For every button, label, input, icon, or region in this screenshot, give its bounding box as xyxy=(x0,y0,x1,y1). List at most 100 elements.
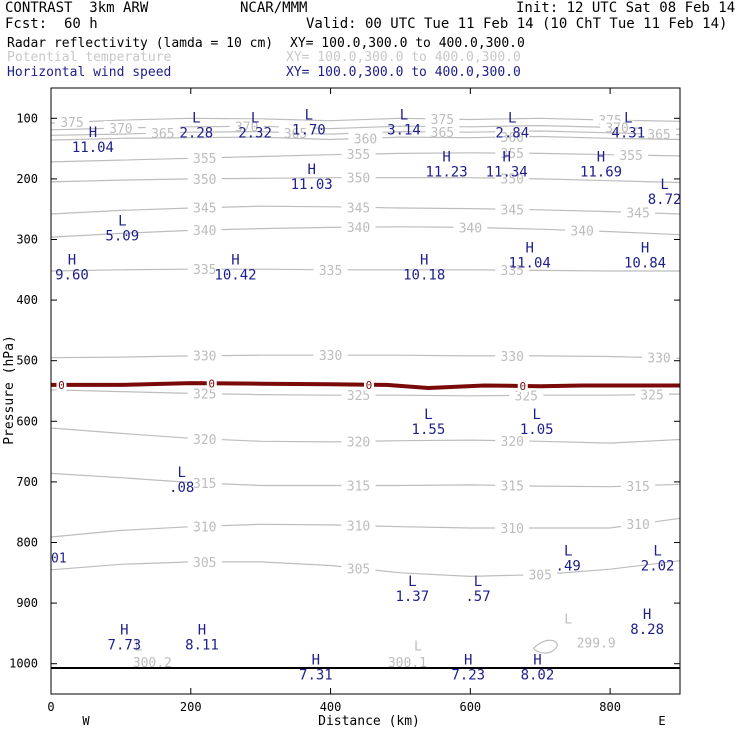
init-time: Init: 12 UTC Sat 08 Feb 14 xyxy=(516,0,736,16)
theta-label-bg xyxy=(495,263,530,278)
wind-extremum-value: 2.28 xyxy=(180,125,214,141)
wind-extremum-marker: L xyxy=(400,107,408,123)
theta-label-bg xyxy=(642,350,677,365)
theta-contour-label: 310 xyxy=(501,522,524,537)
x-tick-label: 200 xyxy=(180,700,202,714)
y-tick-label: 400 xyxy=(16,293,38,307)
y-tick-label: 800 xyxy=(16,536,38,550)
legend-theta-xy: XY= 100.0,300.0 to 400.0,300.0 xyxy=(286,50,521,65)
wind-extremum-value: .08 xyxy=(169,480,194,496)
wind-extremum-marker: L xyxy=(653,544,661,560)
theta-label-bg xyxy=(341,518,376,533)
reflectivity-contour-label: 0 xyxy=(366,379,373,392)
theta-contour-label: 345 xyxy=(193,202,216,217)
wind-extremum-marker: H xyxy=(641,241,649,257)
theta-label-bg xyxy=(565,223,600,238)
theta-low-marker: L xyxy=(414,640,422,655)
y-tick-label: 900 xyxy=(16,596,38,610)
theta-label-bg xyxy=(523,567,558,582)
theta-label-bg xyxy=(495,348,530,363)
theta-contour-label: 01 xyxy=(51,552,67,567)
theta-label-bg xyxy=(187,348,222,363)
wind-extremum-value: 10.84 xyxy=(624,256,666,272)
theta-label-bg xyxy=(187,200,222,215)
wind-extremum-marker: L xyxy=(177,465,185,481)
wind-extremum-value: 11.04 xyxy=(509,256,551,272)
reflectivity-contour-line xyxy=(51,381,680,391)
theta-label-bg xyxy=(495,433,530,448)
wind-extremum-value: 5.09 xyxy=(105,228,139,244)
theta-contour-label: 330 xyxy=(319,349,342,364)
wind-extremum-value: 10.18 xyxy=(403,268,445,284)
wind-extremum-marker: L xyxy=(564,544,572,560)
theta-contour-label: 325 xyxy=(193,388,216,403)
theta-contour-label: 330 xyxy=(193,350,216,365)
theta-closed-contour xyxy=(532,639,558,654)
theta-label-bg xyxy=(495,171,530,186)
wind-extremum-marker: L xyxy=(118,213,126,229)
forecast-label: Fcst: xyxy=(5,16,48,32)
theta-contour-label: 365 xyxy=(431,126,454,141)
wind-extremum-value: .49 xyxy=(556,559,581,575)
theta-label-bg xyxy=(495,478,530,493)
reflectivity-label-bg xyxy=(517,379,528,392)
valid-time: Valid: 00 UTC Tue 11 Feb 14 (10 ChT Tue … xyxy=(306,16,728,32)
theta-label-bg xyxy=(341,220,376,235)
theta-contour-label: 365 xyxy=(151,127,174,142)
theta-contour-label: 340 xyxy=(193,224,216,239)
x-axis-title: Distance (km) xyxy=(318,714,420,729)
wind-extremum-marker: H xyxy=(643,607,651,623)
wind-extremum-marker: L xyxy=(474,574,482,590)
wind-extremum-marker: L xyxy=(660,177,668,193)
wind-extremum-value: 2.84 xyxy=(495,125,529,141)
legend-reflectivity: Radar reflectivity (lamda = 10 cm) xyxy=(7,36,274,51)
theta-contour-label: 335 xyxy=(193,263,216,278)
theta-low-marker: L xyxy=(134,640,142,655)
theta-contour-label: 330 xyxy=(647,352,670,367)
y-tick-label: 100 xyxy=(16,111,38,125)
wind-extremum-marker: H xyxy=(120,622,128,638)
theta-label-bg xyxy=(621,517,656,532)
wind-extremum-marker: H xyxy=(312,653,320,669)
theta-label-bg xyxy=(495,520,530,535)
wind-extremum-value: 11.03 xyxy=(291,177,333,193)
wind-extremum-value: 11.69 xyxy=(580,165,622,181)
wind-extremum-marker: L xyxy=(624,110,632,126)
x-end-label-west: W xyxy=(82,714,90,728)
theta-contour-label: 350 xyxy=(501,172,524,187)
y-tick-label: 700 xyxy=(16,475,38,489)
theta-contour-label: 375 xyxy=(60,116,83,131)
reflectivity-contour-label: 0 xyxy=(519,380,526,393)
plot-frame xyxy=(50,87,681,695)
theta-label-bg xyxy=(187,554,222,569)
model-title: CONTRAST 3km ARW xyxy=(5,0,149,16)
wind-extremum-value: 8.02 xyxy=(521,668,555,684)
reflectivity-contour-label: 0 xyxy=(58,379,65,392)
wind-extremum-marker: H xyxy=(68,253,76,269)
theta-label-bg xyxy=(341,434,376,449)
wind-extremum-value: .57 xyxy=(465,589,490,605)
theta-label-bg xyxy=(278,125,313,140)
wind-extremum-value: 2.02 xyxy=(641,559,675,575)
theta-label-bg xyxy=(145,125,180,140)
theta-label-bg xyxy=(229,119,264,134)
theta-low-marker: L xyxy=(564,612,572,627)
theta-label-bg xyxy=(341,147,376,162)
theta-label-bg xyxy=(54,115,89,130)
theta-contour-label: 330 xyxy=(501,350,524,365)
theta-label-bg xyxy=(642,127,677,142)
theta-label-bg xyxy=(425,112,460,127)
wind-extremum-value: 8.28 xyxy=(630,622,664,638)
theta-contour-label: 360 xyxy=(354,132,377,147)
wind-extremum-marker: L xyxy=(424,407,432,423)
theta-contour-label: 325 xyxy=(515,389,538,404)
theta-contour-label: 320 xyxy=(193,433,216,448)
theta-label-bg xyxy=(341,478,376,493)
theta-contour-label: 335 xyxy=(501,264,524,279)
wind-extremum-value: 11.23 xyxy=(425,165,467,181)
theta-contour-label: 315 xyxy=(347,480,370,495)
wind-extremum-value: 8.11 xyxy=(185,637,219,653)
theta-contour-label: 355 xyxy=(619,149,642,164)
theta-label-bg xyxy=(341,388,376,403)
theta-label-bg xyxy=(103,120,138,135)
